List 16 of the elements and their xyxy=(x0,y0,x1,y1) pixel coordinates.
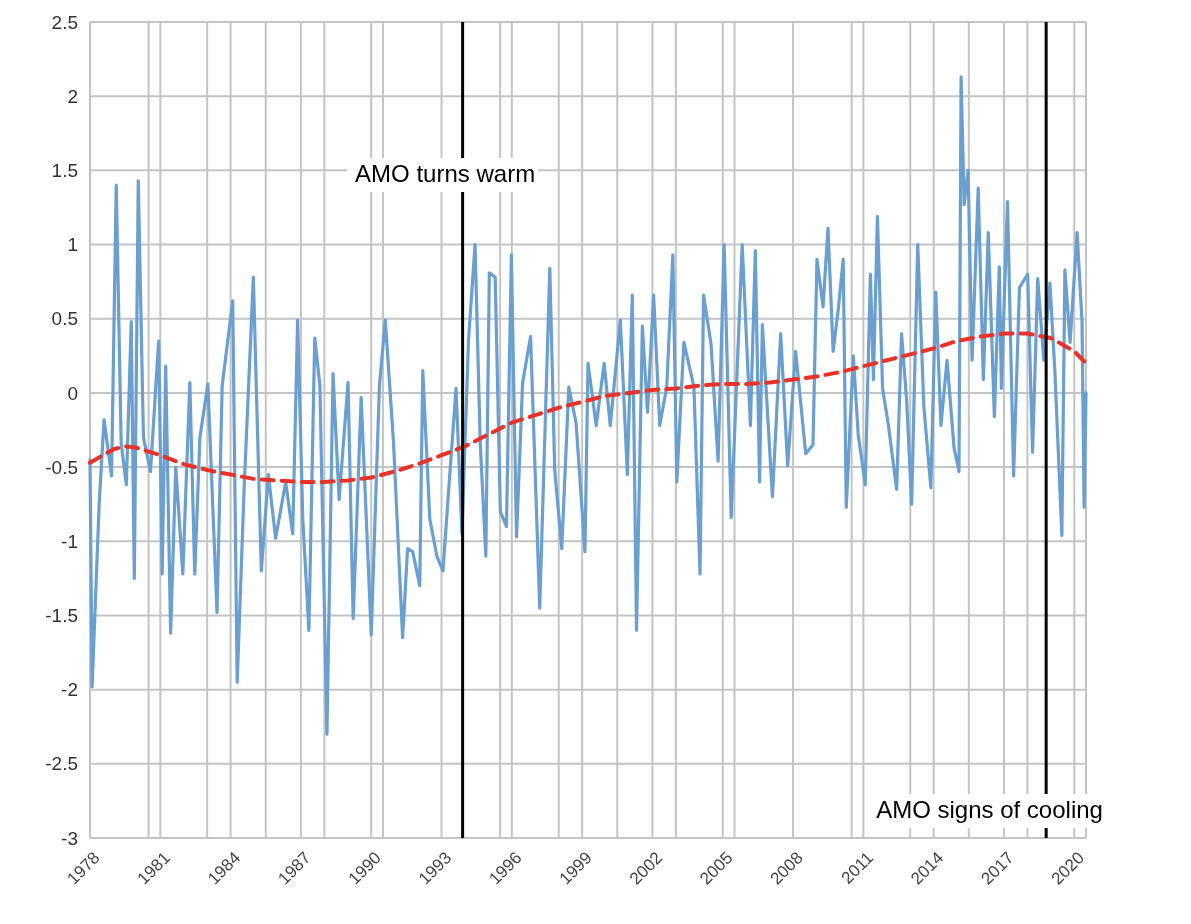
y-tick-label: -0.5 xyxy=(45,456,78,478)
y-tick-label: 1 xyxy=(67,234,78,256)
y-tick-label: 0.5 xyxy=(51,308,78,330)
line-series xyxy=(88,331,1088,484)
y-tick-label: -1.5 xyxy=(45,605,78,627)
y-tick-label: -1 xyxy=(61,530,78,552)
ref-line-label: AMO turns warm xyxy=(355,160,536,187)
y-tick-label: -2.5 xyxy=(45,753,78,775)
y-tick-label: 0 xyxy=(67,382,78,404)
y-tick-label: -2 xyxy=(61,679,78,701)
y-tick-label: 1.5 xyxy=(51,160,78,182)
y-tick-label: -3 xyxy=(61,827,78,849)
ref-line-label: AMO signs of cooling xyxy=(876,796,1103,823)
line-series xyxy=(88,75,1088,736)
y-tick-label: 2 xyxy=(67,85,78,107)
y-tick-label: 2.5 xyxy=(51,11,78,33)
